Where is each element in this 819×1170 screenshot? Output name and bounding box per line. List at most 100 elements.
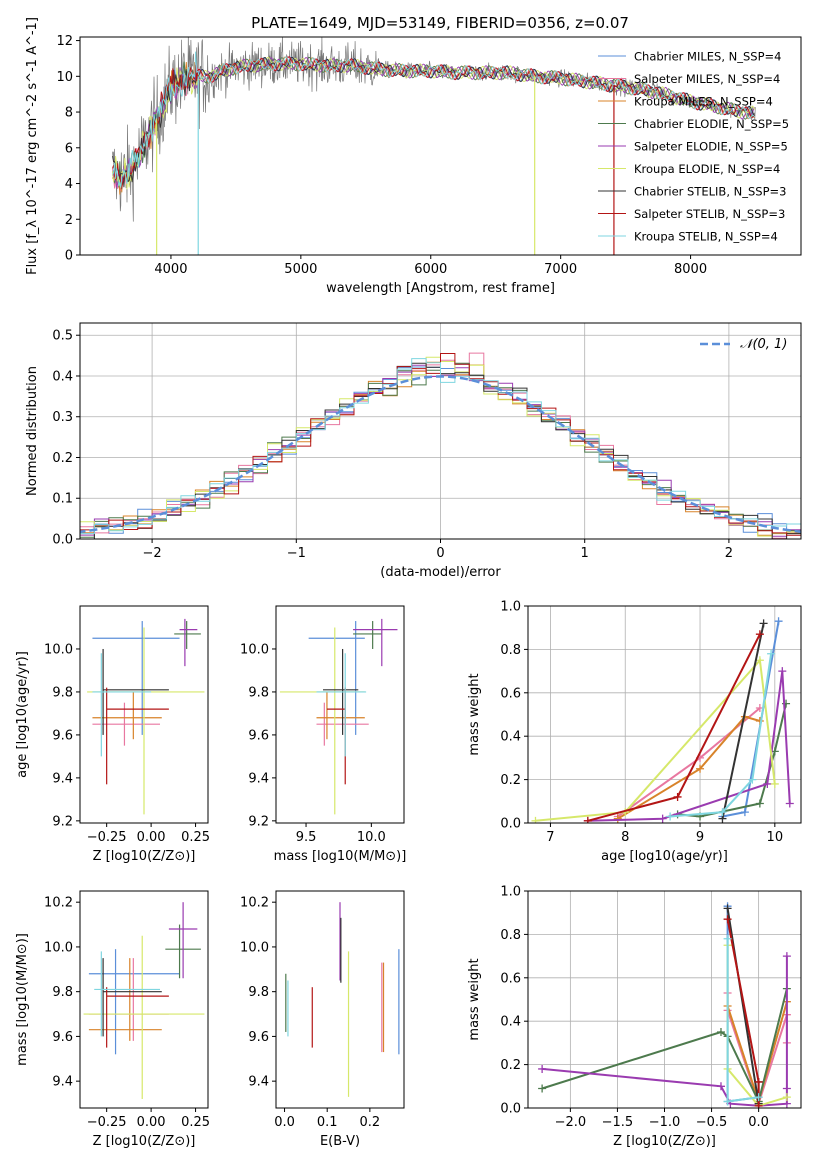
residuals-ylabel: Normed distribution bbox=[25, 366, 40, 496]
weight-vs-Z-xtick-label: −2.0 bbox=[555, 1115, 587, 1130]
weight-vs-Z-ytick-label: 0.6 bbox=[500, 971, 521, 986]
age-vs-mass-xtick-label: 9.5 bbox=[296, 830, 317, 845]
spectrum-xtick-label: 4000 bbox=[154, 262, 187, 277]
age-vs-mass-ytick-label: 9.6 bbox=[248, 728, 269, 743]
residuals-ytick-label: 0.3 bbox=[52, 410, 73, 425]
age-vs-Z-plot bbox=[76, 605, 209, 827]
mass-weight-marker bbox=[583, 816, 592, 823]
spectrum-xtick-label: 8000 bbox=[674, 262, 707, 277]
weight-vs-age-plot-area bbox=[531, 617, 794, 823]
age-vs-Z-xtick-label: 0.25 bbox=[181, 830, 210, 845]
mass-weight-marker bbox=[763, 779, 772, 788]
weight-vs-age-xtick-label: 9 bbox=[696, 830, 704, 845]
weight-vs-Z-ytick-label: 0.8 bbox=[500, 928, 521, 943]
mass-weight-line bbox=[587, 670, 791, 822]
mass-vs-ebv-xtick-label: 0.1 bbox=[317, 1115, 338, 1130]
mass-weight-marker bbox=[723, 1097, 732, 1106]
mass-weight-marker bbox=[723, 915, 732, 924]
normal-distribution-curve bbox=[80, 375, 801, 534]
age-vs-Z-xtick-label: −0.25 bbox=[87, 830, 127, 845]
weight-vs-Z-xtick-label: 0.0 bbox=[748, 1115, 769, 1130]
mass-weight-marker bbox=[658, 814, 667, 823]
mass-weight-marker bbox=[754, 1077, 763, 1086]
model-spectrum-line bbox=[112, 56, 756, 190]
mass-vs-Z-plot-area bbox=[83, 902, 205, 1100]
weight-vs-Z-ylabel: mass weight bbox=[467, 958, 482, 1040]
mass-vs-ebv-plot bbox=[272, 890, 405, 1112]
weight-vs-Z-ytick-label: 0.2 bbox=[500, 1058, 521, 1073]
spectrum-xtick-label: 6000 bbox=[414, 262, 447, 277]
residuals-xlabel: (data-model)/error bbox=[380, 565, 501, 580]
mass-vs-Z-ytick-label: 9.6 bbox=[52, 1030, 73, 1045]
normal-legend-label: 𝒩(0, 1) bbox=[740, 337, 787, 352]
age-vs-mass-ytick-label: 10.0 bbox=[240, 642, 269, 657]
weight-vs-Z-plot-area bbox=[538, 902, 791, 1108]
weight-vs-age-ytick-label: 1.0 bbox=[500, 600, 521, 615]
age-vs-Z-ytick-label: 9.2 bbox=[52, 814, 73, 829]
mass-weight-line bbox=[617, 715, 761, 820]
residuals-xtick-label: 0 bbox=[436, 546, 444, 561]
age-vs-Z-ytick-label: 10.0 bbox=[44, 642, 73, 657]
mass-weight-marker bbox=[782, 1093, 791, 1102]
mass-vs-Z-xlabel: Z [log10(Z/Z⊙)] bbox=[93, 1134, 196, 1149]
spectrum-ytick-label: 10 bbox=[56, 70, 73, 85]
legend-label: Kroupa MILES, N_SSP=4 bbox=[634, 95, 773, 109]
residual-histogram bbox=[80, 358, 801, 535]
mass-weight-line bbox=[670, 653, 773, 818]
weight-vs-age-ytick-label: 0.6 bbox=[500, 686, 521, 701]
weight-vs-Z-plot bbox=[524, 890, 802, 1112]
age-vs-Z-ytick-label: 9.6 bbox=[52, 728, 73, 743]
mass-weight-line bbox=[587, 633, 761, 822]
weight-vs-Z-ytick-label: 1.0 bbox=[500, 885, 521, 900]
weight-vs-age-ytick-label: 0.4 bbox=[500, 730, 521, 745]
mass-weight-marker bbox=[748, 775, 757, 784]
weight-vs-age-ytick-label: 0.0 bbox=[500, 817, 521, 832]
mass-vs-ebv-xtick-label: 0.2 bbox=[360, 1115, 381, 1130]
mass-weight-marker bbox=[755, 656, 764, 665]
weight-vs-Z-xtick-label: −1.5 bbox=[602, 1115, 634, 1130]
legend-label: Salpeter ELODIE, N_SSP=5 bbox=[634, 140, 788, 154]
mass-vs-ebv-xlabel: E(B-V) bbox=[320, 1134, 360, 1149]
mass-weight-marker bbox=[770, 779, 779, 788]
mass-vs-Z-ylabel: mass [log10(M/M⊙)] bbox=[15, 933, 30, 1066]
age-vs-Z-ytick-label: 9.8 bbox=[52, 685, 73, 700]
mass-weight-marker bbox=[666, 812, 675, 821]
mass-vs-Z-xtick-label: 0.25 bbox=[181, 1115, 210, 1130]
mass-weight-marker bbox=[723, 934, 732, 943]
weight-vs-age-ytick-label: 0.2 bbox=[500, 773, 521, 788]
mass-weight-marker bbox=[755, 630, 764, 639]
mass-weight-marker bbox=[716, 1028, 725, 1037]
residuals-xtick-label: −1 bbox=[287, 546, 306, 561]
mass-weight-marker bbox=[782, 952, 791, 961]
mass-weight-marker bbox=[673, 792, 682, 801]
legend-label: Chabrier MILES, N_SSP=4 bbox=[634, 50, 781, 64]
age-vs-Z-xtick-label: 0.00 bbox=[137, 830, 166, 845]
mass-vs-Z-ytick-label: 10.0 bbox=[44, 940, 73, 955]
mass-weight-marker bbox=[754, 1093, 763, 1102]
age-vs-mass-xtick-label: 10.0 bbox=[357, 830, 386, 845]
mass-weight-marker bbox=[778, 667, 787, 676]
spectrum-ylabel: Flux [f_λ 10^-17 erg cm^-2 s^-1 A^-1] bbox=[25, 17, 40, 275]
weight-vs-Z-ytick-label: 0.4 bbox=[500, 1015, 521, 1030]
residuals-ytick-label: 0.1 bbox=[52, 492, 73, 507]
residuals-ytick-label: 0.5 bbox=[52, 329, 73, 344]
age-vs-Z-ylabel: age [log10(age/yr)] bbox=[15, 651, 30, 778]
mass-vs-Z-ytick-label: 10.2 bbox=[44, 896, 73, 911]
spectrum-ytick-label: 4 bbox=[65, 177, 73, 192]
mass-vs-ebv-frame bbox=[275, 890, 405, 1109]
residuals-ytick-label: 0.2 bbox=[52, 451, 73, 466]
age-vs-mass-ytick-label: 9.4 bbox=[248, 771, 269, 786]
age-vs-Z-xlabel: Z [log10(Z/Z⊙)] bbox=[93, 849, 196, 864]
spectrum-xtick-label: 7000 bbox=[544, 262, 577, 277]
weight-vs-Z-xtick-label: −1.0 bbox=[649, 1115, 681, 1130]
weight-vs-age-xlabel: age [log10(age/yr)] bbox=[601, 849, 728, 864]
spectrum-xlabel: wavelength [Angstrom, rest frame] bbox=[326, 281, 555, 296]
mass-weight-line bbox=[721, 623, 765, 819]
mass-weight-marker bbox=[767, 649, 776, 658]
mass-weight-marker bbox=[759, 619, 768, 628]
weight-vs-age-xtick-label: 7 bbox=[546, 830, 554, 845]
weight-vs-age-frame bbox=[527, 605, 802, 824]
weight-vs-age-ylabel: mass weight bbox=[467, 673, 482, 755]
weight-vs-age-xtick-label: 8 bbox=[621, 830, 629, 845]
